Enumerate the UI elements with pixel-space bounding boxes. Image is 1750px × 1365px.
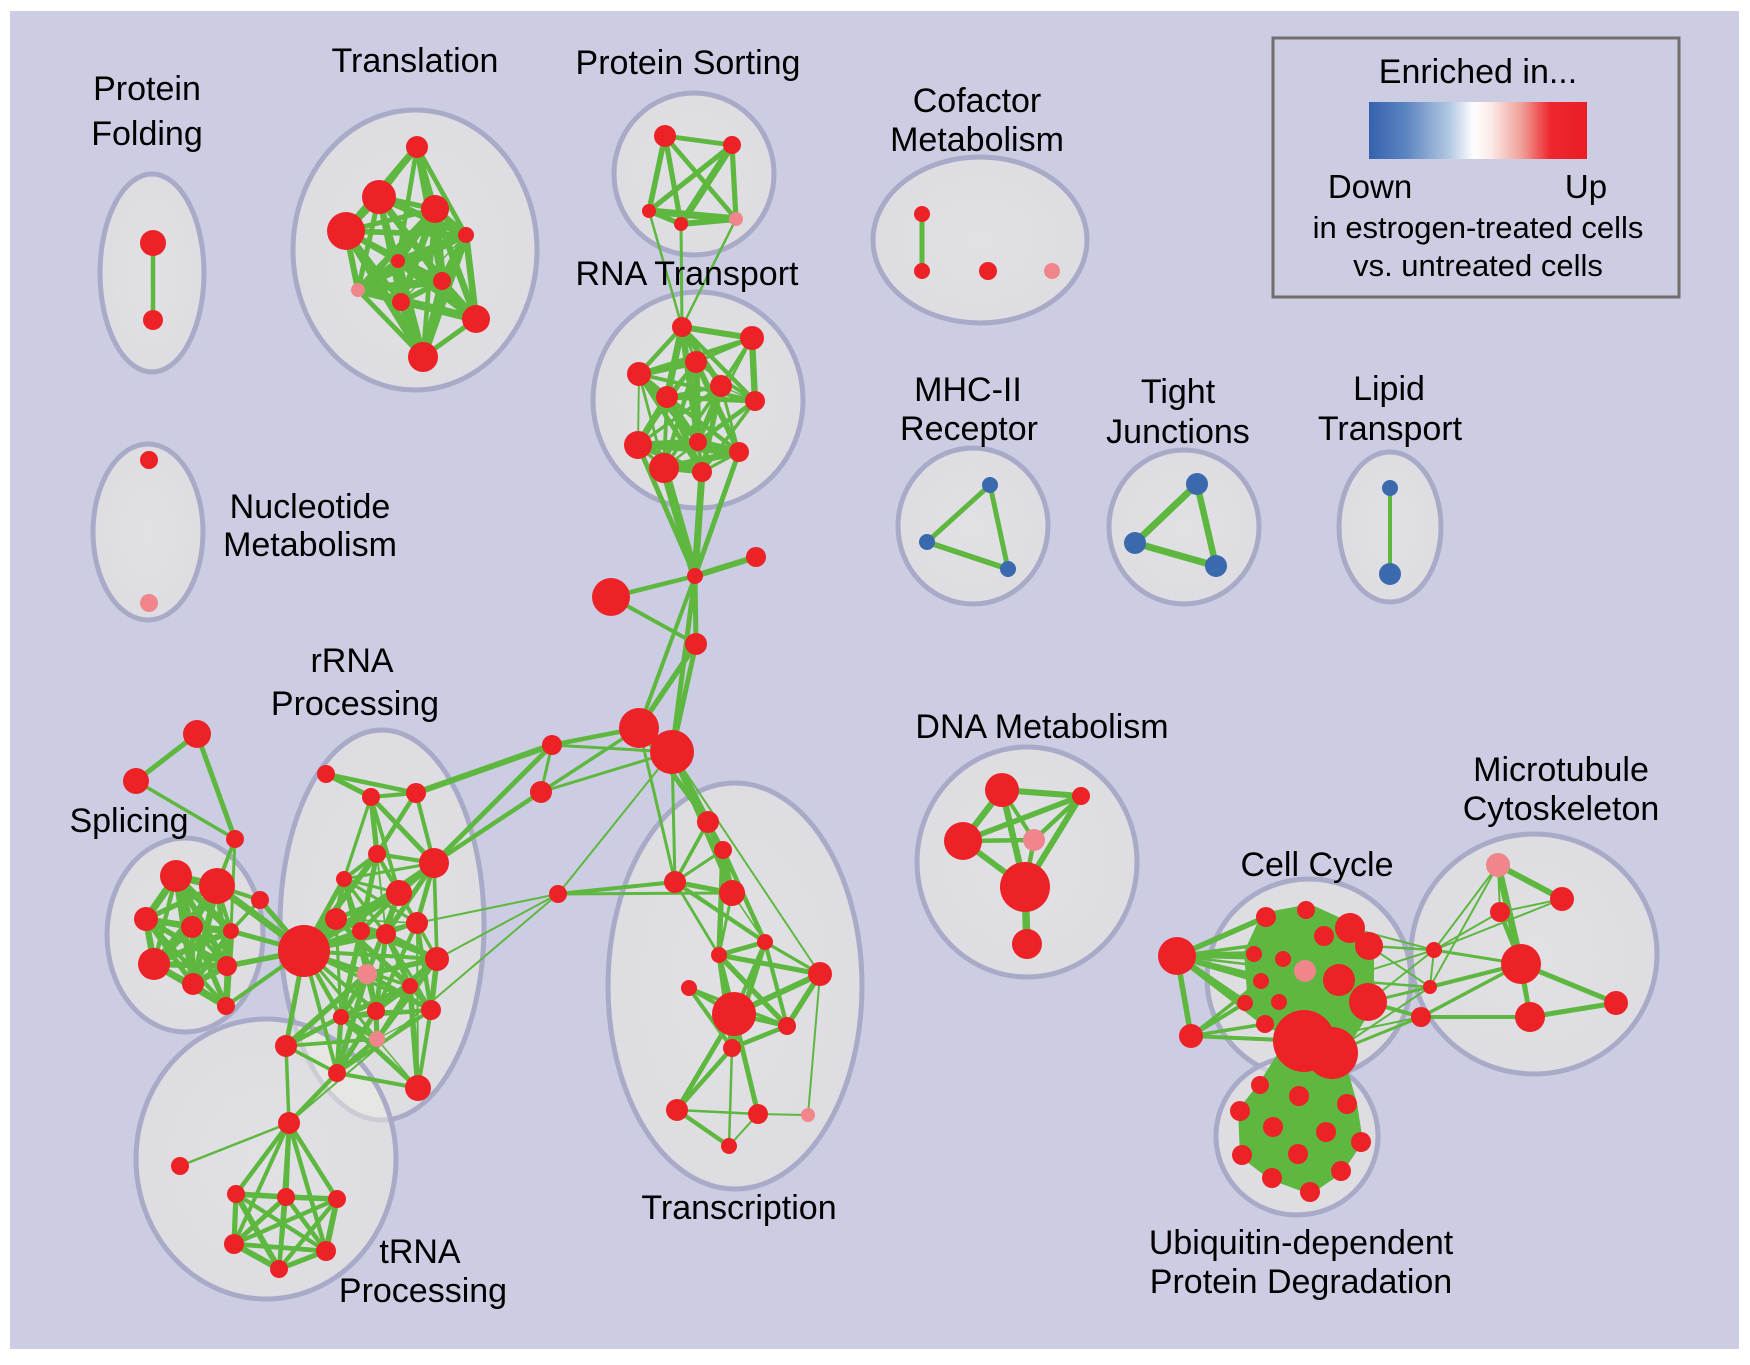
svg-text:Cytoskeleton: Cytoskeleton [1463, 790, 1660, 828]
svg-text:Processing: Processing [339, 1272, 507, 1310]
svg-text:Folding: Folding [91, 115, 203, 153]
svg-text:Transcription: Transcription [641, 1189, 836, 1227]
svg-text:in estrogen-treated cells: in estrogen-treated cells [1313, 210, 1644, 245]
svg-text:Enriched in...: Enriched in... [1379, 53, 1577, 91]
svg-text:Ubiquitin-dependent: Ubiquitin-dependent [1149, 1224, 1454, 1262]
svg-text:RNA Transport: RNA Transport [576, 255, 800, 293]
svg-text:rRNA: rRNA [310, 642, 393, 680]
svg-text:MHC-II: MHC-II [914, 371, 1022, 409]
svg-text:vs. untreated cells: vs. untreated cells [1353, 248, 1603, 283]
svg-text:Transport: Transport [1318, 410, 1463, 448]
svg-text:Junctions: Junctions [1106, 413, 1250, 451]
svg-text:Cell Cycle: Cell Cycle [1240, 846, 1393, 884]
svg-text:Metabolism: Metabolism [890, 121, 1064, 159]
svg-text:Microtubule: Microtubule [1473, 751, 1649, 789]
svg-text:Splicing: Splicing [69, 802, 188, 840]
svg-text:Nucleotide: Nucleotide [230, 488, 391, 526]
svg-text:DNA Metabolism: DNA Metabolism [915, 708, 1168, 746]
svg-text:tRNA: tRNA [379, 1233, 461, 1271]
svg-text:Cofactor: Cofactor [913, 82, 1042, 120]
svg-text:Protein: Protein [93, 70, 201, 108]
svg-text:Protein Sorting: Protein Sorting [576, 44, 801, 82]
svg-text:Metabolism: Metabolism [223, 526, 397, 564]
svg-text:Protein Degradation: Protein Degradation [1150, 1263, 1452, 1301]
svg-text:Translation: Translation [332, 42, 499, 80]
svg-text:Receptor: Receptor [900, 410, 1038, 448]
svg-text:Down: Down [1328, 168, 1412, 205]
svg-text:Up: Up [1565, 168, 1607, 205]
svg-text:Processing: Processing [271, 685, 439, 723]
svg-text:Lipid: Lipid [1353, 370, 1425, 408]
svg-text:Tight: Tight [1141, 373, 1216, 411]
